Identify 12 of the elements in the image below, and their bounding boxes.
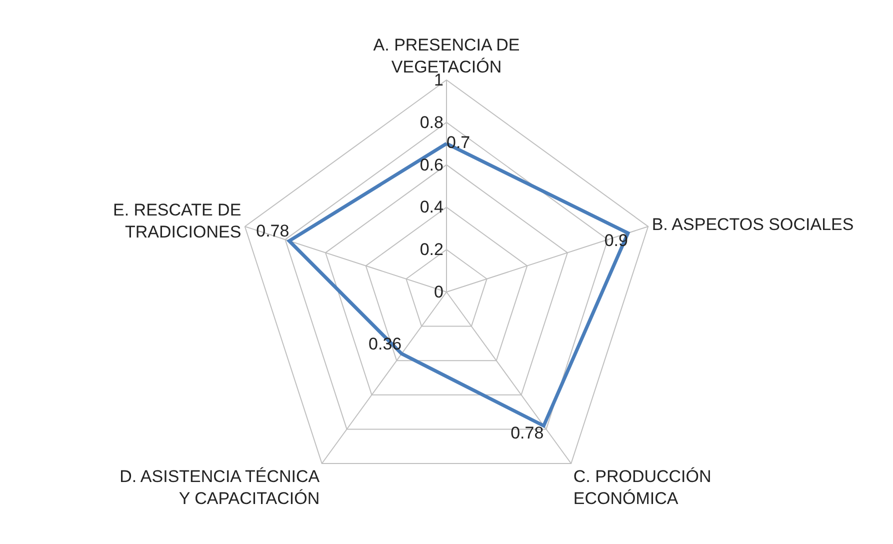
data-label: 0.7 bbox=[446, 132, 470, 152]
data-label: 0.78 bbox=[256, 222, 290, 241]
spoke-label: B. ASPECTOS SOCIALES bbox=[652, 214, 854, 234]
spoke-label: E. RESCATE DE TRADICIONES bbox=[113, 200, 242, 242]
spoke-label: C. PRODUCCIÓN ECONÓMICA bbox=[573, 466, 712, 508]
y-tick-label: 0.8 bbox=[420, 112, 444, 132]
y-tick-label: 0.4 bbox=[420, 198, 444, 217]
y-tick-label: 0 bbox=[434, 282, 444, 302]
spoke-label: D. ASISTENCIA TÉCNICA Y CAPACITACIÓN bbox=[120, 466, 320, 508]
y-tick-label: 0.2 bbox=[420, 240, 444, 260]
data-label: 0.78 bbox=[510, 424, 544, 443]
y-tick-label: 0.6 bbox=[420, 155, 444, 174]
